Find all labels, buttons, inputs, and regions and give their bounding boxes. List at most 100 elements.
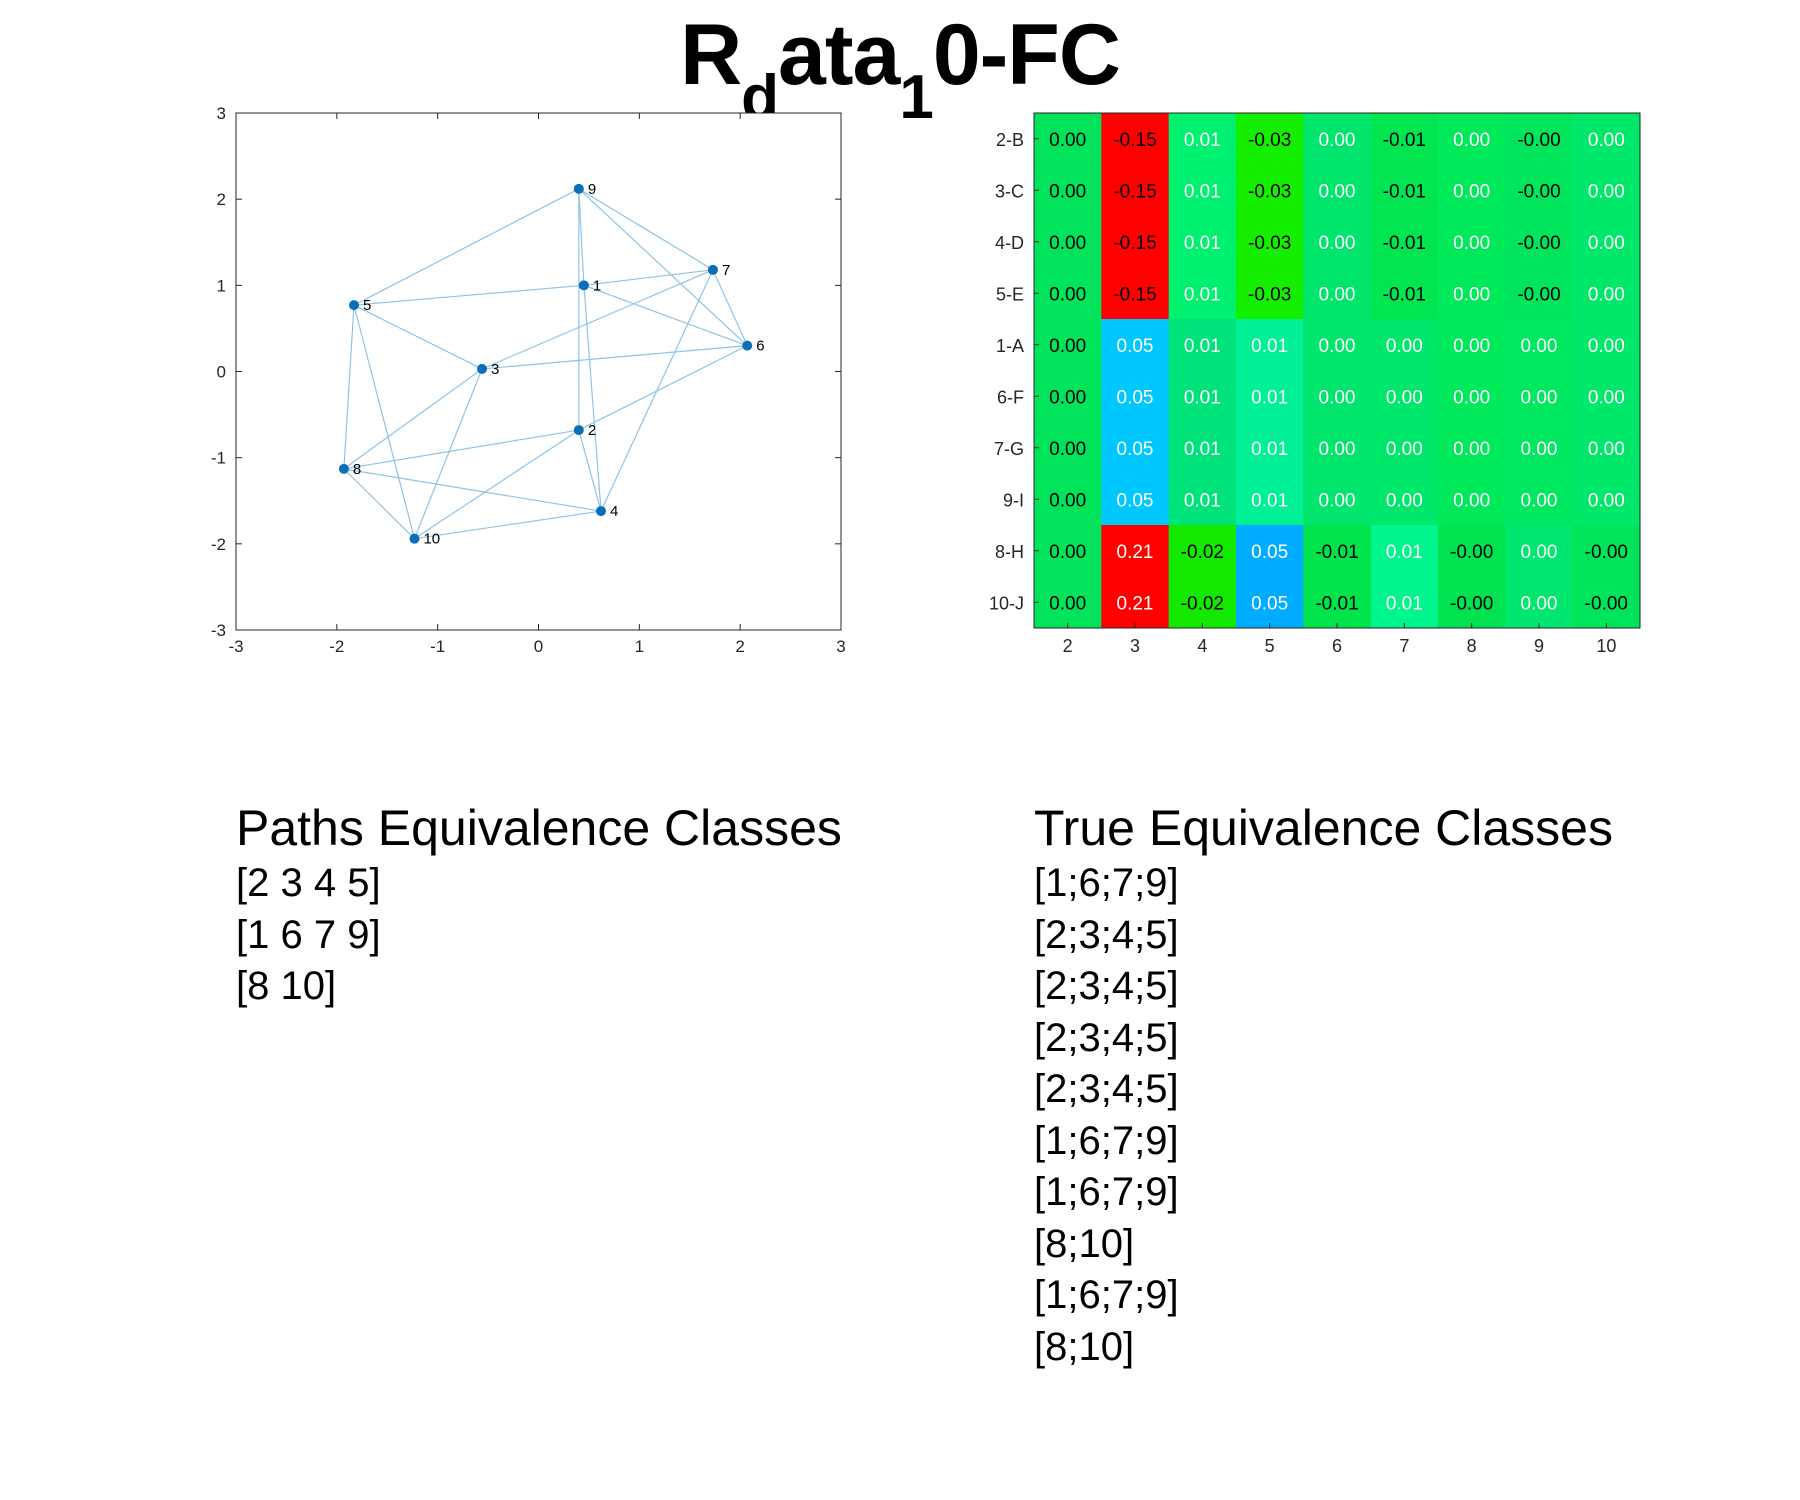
heatmap-cell <box>1101 267 1170 320</box>
heatmap-value-label: 0.00 <box>1049 130 1086 151</box>
heatmap-cell <box>1438 319 1506 371</box>
heatmap-value-label: -0.00 <box>1585 593 1628 614</box>
heatmap-cell <box>1370 473 1439 526</box>
graph-node <box>573 183 584 194</box>
heatmap-cell <box>1101 319 1170 371</box>
heatmap-cell <box>1101 113 1170 165</box>
row-label: 8-H <box>995 542 1024 562</box>
heatmap-value-label: 0.00 <box>1453 336 1490 357</box>
heatmap-value-label: 0.00 <box>1521 593 1558 614</box>
heatmap-cell <box>1303 319 1372 371</box>
heatmap-cell <box>1505 216 1574 268</box>
figure-title: Rdata10-FC <box>0 0 1800 129</box>
graph-edge <box>481 269 714 370</box>
heatmap-cell <box>1438 576 1506 629</box>
heatmap-cell <box>1101 164 1170 217</box>
node-label: 8 <box>353 461 361 478</box>
row-label: 5-E <box>996 284 1024 304</box>
column-label: 4 <box>1197 636 1207 656</box>
graph-node <box>338 463 349 474</box>
y-tick-label: -3 <box>211 621 226 640</box>
title-part: 0-FC <box>932 7 1121 103</box>
heatmap-value-label: 0.00 <box>1521 387 1558 408</box>
heatmap-value-label: 0.05 <box>1117 490 1154 511</box>
paths-equivalence-title: Paths Equivalence Classes <box>236 800 842 856</box>
heatmap-value-label: 0.01 <box>1184 490 1221 511</box>
heatmap-cell <box>1034 576 1102 629</box>
heatmap-cell <box>1034 216 1102 268</box>
heatmap-value-label: 0.01 <box>1386 593 1423 614</box>
heatmap-value-label: 0.00 <box>1453 181 1490 202</box>
heatmap-value-label: -0.03 <box>1248 130 1291 151</box>
graph-edge <box>414 429 580 540</box>
equivalence-class-item: [8;10] <box>1034 1221 1135 1266</box>
heatmap-value-label: -0.03 <box>1248 233 1291 254</box>
heatmap-value-label: 0.00 <box>1049 284 1086 305</box>
heatmap-cell <box>1236 319 1304 371</box>
graph-edge <box>578 188 714 271</box>
heatmap-value-label: -0.00 <box>1517 130 1560 151</box>
heatmap-value-label: -0.01 <box>1315 542 1358 563</box>
y-tick-label: 1 <box>217 276 226 295</box>
heatmap-cell <box>1505 319 1574 371</box>
heatmap-cell <box>1370 216 1439 268</box>
heatmap-value-label: -0.03 <box>1248 284 1291 305</box>
heatmap-value-label: 0.01 <box>1184 284 1221 305</box>
heatmap-value-label: 0.00 <box>1588 387 1625 408</box>
heatmap-cell <box>1168 216 1237 268</box>
heatmap-value-label: 0.01 <box>1184 181 1221 202</box>
heatmap-cell <box>1370 267 1439 320</box>
heatmap-value-label: -0.00 <box>1450 542 1493 563</box>
heatmap-cell <box>1505 422 1574 474</box>
heatmap-value-label: 0.01 <box>1251 336 1288 357</box>
heatmap-value-label: 0.00 <box>1453 490 1490 511</box>
node-label: 7 <box>722 262 730 279</box>
x-tick-label: -3 <box>228 637 243 656</box>
heatmap-cell <box>1168 319 1237 371</box>
heatmap-cell <box>1168 422 1237 474</box>
heatmap-cell <box>1505 525 1574 577</box>
equivalence-class-item: [2;3;4;5] <box>1034 964 1179 1008</box>
heatmap-cell <box>1438 164 1506 217</box>
heatmap-cell <box>1236 576 1304 629</box>
row-label: 10-J <box>989 593 1024 613</box>
column-label: 9 <box>1534 636 1544 656</box>
heatmap-cell <box>1572 216 1641 268</box>
heatmap-value-label: -0.00 <box>1517 233 1560 254</box>
row-label: 1-A <box>996 336 1024 356</box>
heatmap-value-label: -0.02 <box>1181 593 1224 614</box>
heatmap-value-label: 0.00 <box>1521 439 1558 460</box>
heatmap-cell <box>1236 525 1304 577</box>
heatmap-value-label: 0.01 <box>1184 130 1221 151</box>
heatmap-value-label: 0.00 <box>1453 387 1490 408</box>
heatmap-value-label: 0.01 <box>1251 387 1288 408</box>
heatmap-value-label: 0.00 <box>1386 387 1423 408</box>
heatmap-cell <box>1101 422 1170 474</box>
graph-edge <box>343 468 602 512</box>
title-part: ata <box>778 7 900 103</box>
heatmap-value-label: -0.00 <box>1517 284 1560 305</box>
heatmap-cell <box>1370 370 1439 423</box>
heatmap-value-label: 0.05 <box>1251 593 1288 614</box>
heatmap-value-label: 0.21 <box>1117 593 1154 614</box>
heatmap-cell <box>1236 370 1304 423</box>
heatmap-cell <box>1034 164 1102 217</box>
heatmap-value-label: -0.01 <box>1383 284 1426 305</box>
heatmap-cell <box>1236 267 1304 320</box>
heatmap-value-label: 0.05 <box>1251 542 1288 563</box>
graph-node <box>742 340 753 351</box>
graph-edge <box>583 269 714 286</box>
network-graph-plot: -3 -2 -1 0 1 2 3 -3 -2 -1 0 1 2 3 1 2 3 4 5 6 7 8 9 10 <box>211 104 846 656</box>
heatmap-value-label: -0.01 <box>1315 593 1358 614</box>
equivalence-class-item: [8;10] <box>1034 1324 1135 1369</box>
heatmap-value-label: 0.00 <box>1049 593 1086 614</box>
heatmap-value-label: 0.05 <box>1117 387 1154 408</box>
true-equivalence-title: True Equivalence Classes <box>1034 800 1613 856</box>
heatmap-value-label: 0.00 <box>1521 336 1558 357</box>
heatmap-value-label: -0.15 <box>1113 130 1156 151</box>
heatmap-cell <box>1303 473 1372 526</box>
heatmap-cell <box>1505 576 1574 629</box>
heatmap-value-label: 0.00 <box>1588 233 1625 254</box>
heatmap-value-label: 0.00 <box>1588 439 1625 460</box>
heatmap-cell <box>1303 164 1372 217</box>
